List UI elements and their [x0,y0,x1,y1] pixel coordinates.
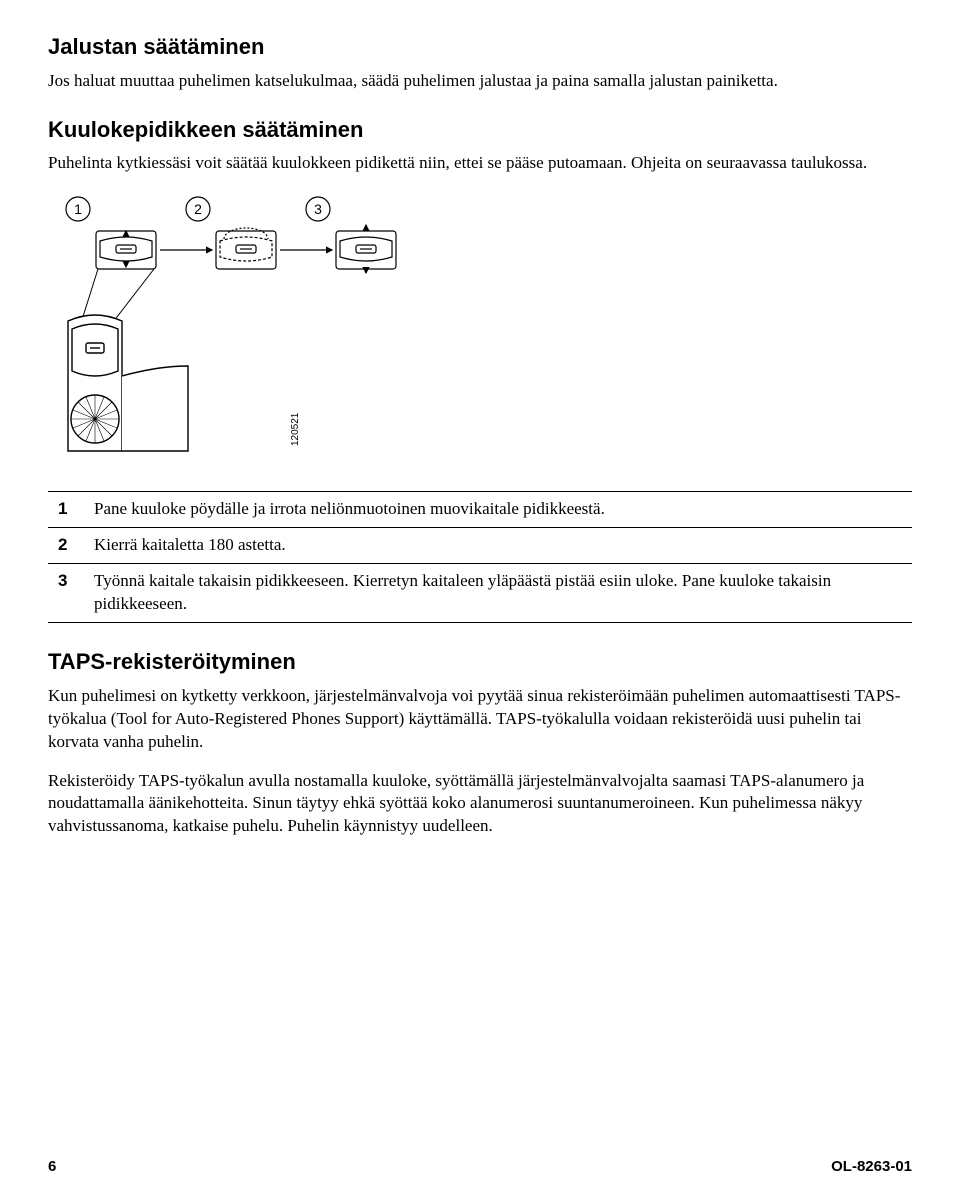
steps-table: 1 Pane kuuloke pöydälle ja irrota neliön… [48,491,912,623]
step-text: Työnnä kaitale takaisin pidikkeeseen. Ki… [84,564,912,623]
section1-heading: Jalustan säätäminen [48,32,912,62]
handset-diagram: 1 2 3 [48,191,912,471]
table-row: 1 Pane kuuloke pöydälle ja irrota neliön… [48,492,912,528]
footer-doc-id: OL-8263-01 [831,1157,912,1177]
section2-body: Puhelinta kytkiessäsi voit säätää kuulok… [48,152,912,175]
step-number: 3 [48,564,84,623]
section3-p1: Kun puhelimesi on kytketty verkkoon, jär… [48,685,912,754]
table-row: 2 Kierrä kaitaletta 180 astetta. [48,528,912,564]
step-text: Pane kuuloke pöydälle ja irrota neliönmu… [84,492,912,528]
diagram-label-3: 3 [314,201,322,217]
section1-body: Jos haluat muuttaa puhelimen katselukulm… [48,70,912,93]
step-number: 2 [48,528,84,564]
step-number: 1 [48,492,84,528]
page-footer: 6 OL-8263-01 [48,1157,912,1177]
diagram-label-2: 2 [194,201,202,217]
diagram-label-1: 1 [74,201,82,217]
diagram-caption-id: 120521 [290,412,301,446]
table-row: 3 Työnnä kaitale takaisin pidikkeeseen. … [48,564,912,623]
section3-p2: Rekisteröidy TAPS-työkalun avulla nostam… [48,770,912,839]
footer-page-number: 6 [48,1157,56,1177]
section3-heading: TAPS-rekisteröityminen [48,647,912,677]
step-text: Kierrä kaitaletta 180 astetta. [84,528,912,564]
section2-heading: Kuulokepidikkeen säätäminen [48,115,912,145]
